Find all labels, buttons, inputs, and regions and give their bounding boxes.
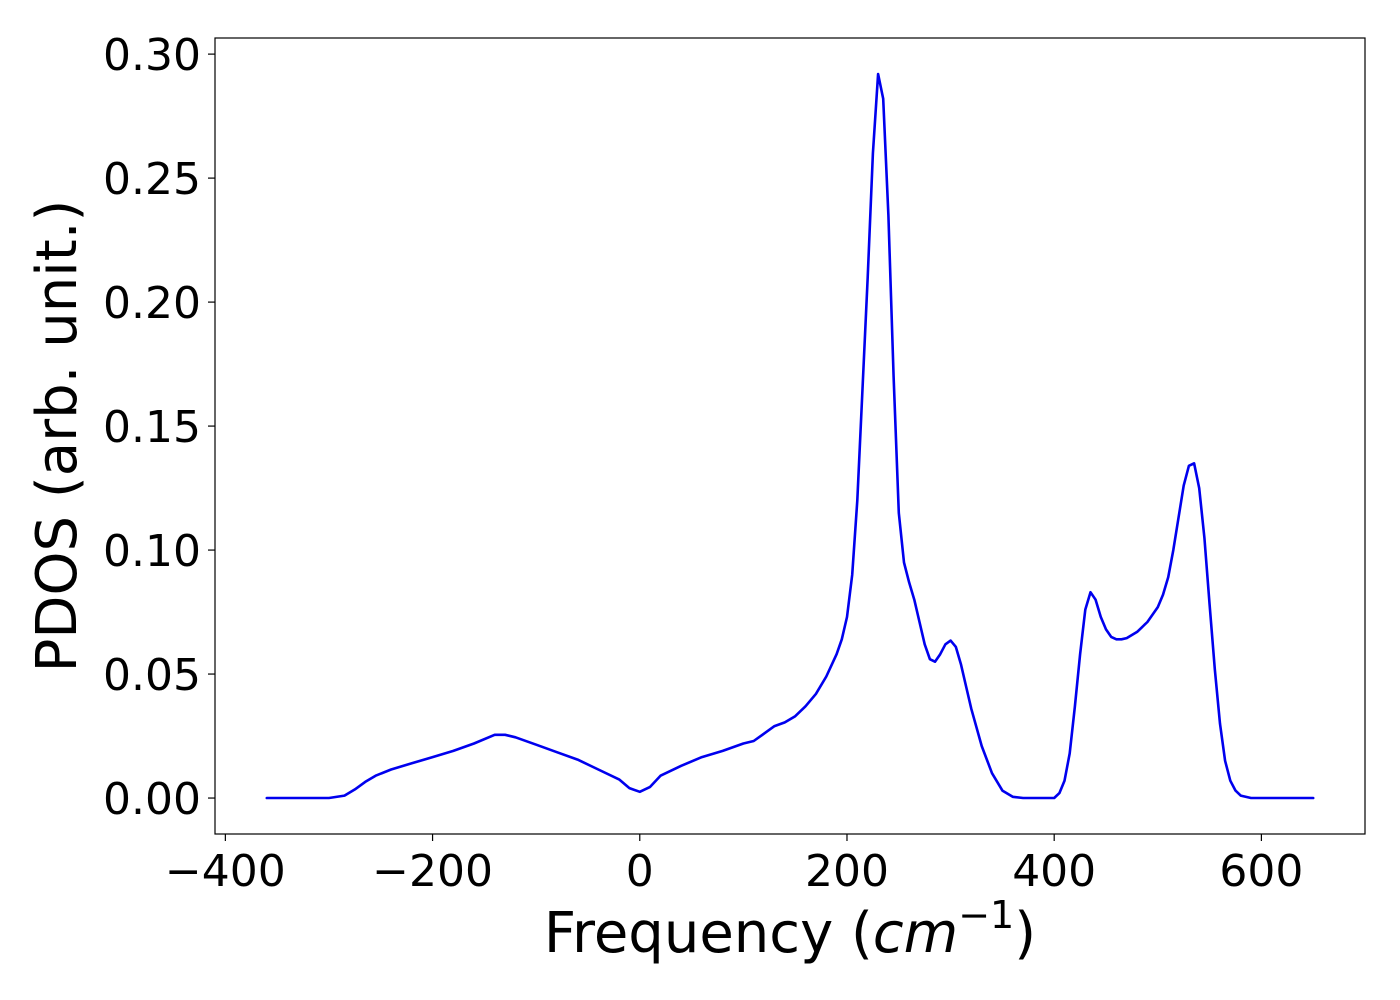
x-tick-label: 600 [1219,846,1303,897]
y-tick-label: 0.25 [103,154,201,205]
plot-area [214,37,1366,835]
x-tick-label: 200 [805,846,889,897]
x-tick-label: 0 [626,846,654,897]
x-axis-title-close: ) [1014,901,1036,966]
x-axis-title: Frequency (cm−1) [544,893,1036,966]
y-axis-title: PDOS (arb. unit.) [25,200,90,673]
y-tick-label: 0.15 [103,402,201,453]
y-tick-label: 0.05 [103,650,201,701]
x-axis: −400 −200 0 200 400 600 [165,834,1303,897]
x-tick-label: −200 [372,846,493,897]
y-tick-label: 0.30 [103,30,201,81]
y-axis: 0.00 0.05 0.10 0.15 0.20 0.25 0.30 [103,30,215,825]
x-axis-title-text: Frequency ( [544,901,873,966]
pdos-series-line [265,72,1315,800]
x-axis-title-exponent: −1 [958,893,1014,937]
y-tick-label: 0.00 [103,774,201,825]
x-axis-title-unit: cm [873,901,958,966]
x-tick-label: −400 [165,846,286,897]
y-tick-label: 0.10 [103,526,201,577]
x-tick-label: 400 [1012,846,1096,897]
y-tick-label: 0.20 [103,278,201,329]
